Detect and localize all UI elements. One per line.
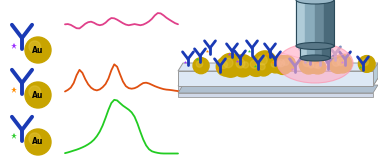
Circle shape (232, 55, 254, 77)
Circle shape (313, 62, 319, 68)
Circle shape (258, 56, 267, 65)
Ellipse shape (296, 42, 334, 49)
Circle shape (29, 41, 40, 53)
Circle shape (29, 133, 40, 145)
Circle shape (25, 129, 51, 155)
Bar (307, 46, 314, 58)
Circle shape (275, 59, 287, 70)
Ellipse shape (300, 55, 330, 61)
Circle shape (25, 37, 51, 63)
Circle shape (306, 60, 319, 73)
Circle shape (246, 56, 266, 76)
Circle shape (308, 63, 314, 68)
Circle shape (268, 59, 283, 73)
Text: Au: Au (32, 90, 44, 99)
Ellipse shape (296, 0, 334, 4)
Circle shape (253, 51, 277, 74)
Polygon shape (178, 63, 378, 71)
Circle shape (358, 56, 375, 72)
Circle shape (299, 55, 318, 74)
Circle shape (304, 54, 321, 71)
Circle shape (259, 64, 265, 70)
Circle shape (316, 64, 321, 69)
Circle shape (193, 58, 209, 74)
Bar (322, 46, 329, 58)
Circle shape (273, 56, 292, 74)
Bar (305, 0, 314, 46)
Text: Au: Au (32, 45, 44, 54)
Circle shape (242, 62, 248, 68)
Circle shape (362, 59, 369, 66)
Bar (315, 46, 322, 58)
Circle shape (29, 86, 40, 98)
Circle shape (310, 59, 325, 74)
Circle shape (272, 59, 284, 70)
Polygon shape (178, 71, 373, 86)
Circle shape (256, 60, 271, 76)
Circle shape (196, 61, 203, 67)
Polygon shape (178, 93, 373, 97)
Circle shape (307, 57, 314, 64)
Circle shape (271, 61, 277, 67)
Circle shape (277, 61, 282, 66)
Circle shape (303, 59, 310, 67)
Circle shape (333, 54, 352, 73)
Circle shape (25, 82, 51, 108)
Bar (296, 0, 334, 46)
Bar (300, 46, 330, 58)
Circle shape (220, 61, 228, 69)
Circle shape (333, 59, 339, 66)
Circle shape (216, 57, 235, 76)
Circle shape (307, 60, 312, 64)
Circle shape (283, 59, 289, 65)
Polygon shape (178, 86, 373, 90)
Circle shape (337, 58, 344, 66)
Bar (315, 0, 324, 46)
Bar (324, 0, 333, 46)
Bar (296, 0, 305, 46)
Circle shape (219, 53, 243, 77)
Circle shape (305, 57, 316, 68)
Circle shape (239, 59, 255, 75)
Polygon shape (373, 63, 378, 86)
Bar (300, 46, 307, 58)
Circle shape (279, 56, 295, 72)
Ellipse shape (277, 43, 353, 83)
Text: Au: Au (32, 137, 44, 147)
Polygon shape (178, 78, 378, 86)
Circle shape (277, 59, 285, 67)
Circle shape (236, 59, 245, 68)
Circle shape (329, 56, 347, 73)
Polygon shape (178, 85, 378, 93)
Circle shape (313, 61, 326, 74)
Circle shape (274, 61, 279, 66)
Circle shape (250, 60, 258, 68)
Circle shape (223, 58, 233, 68)
